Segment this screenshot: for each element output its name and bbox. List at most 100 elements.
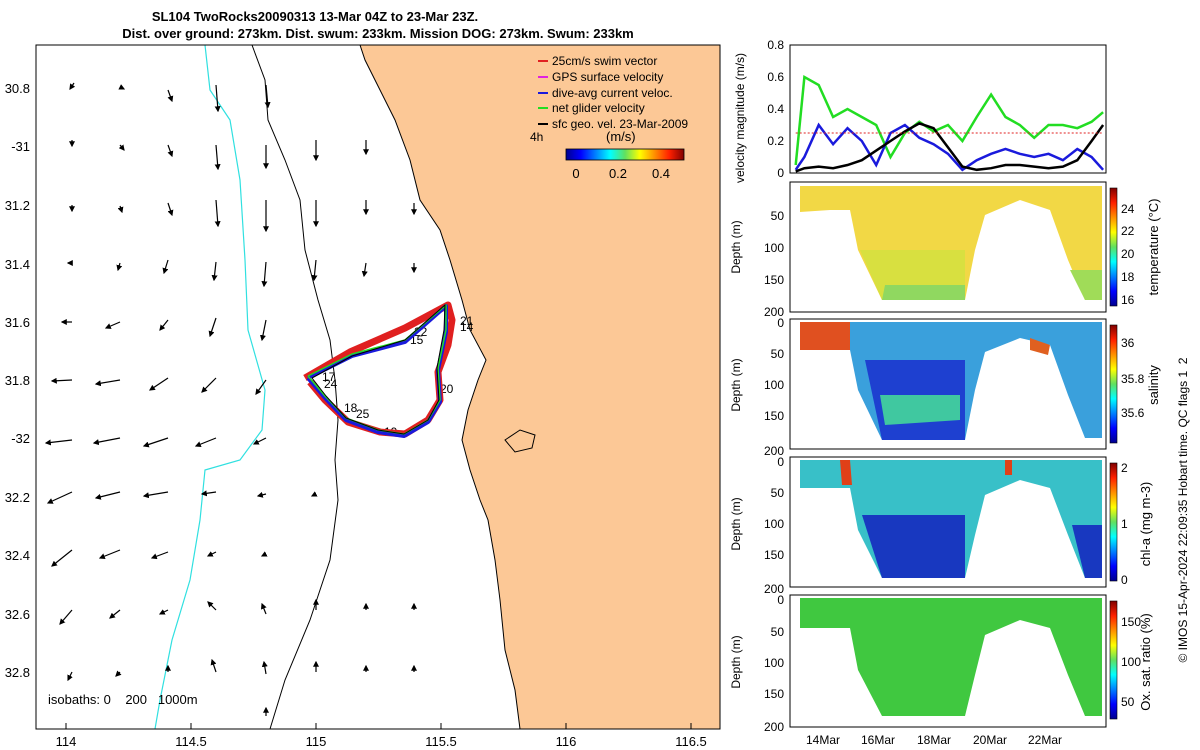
temperature-cold-bottom [882,285,965,300]
map-y-tick: -31 [11,139,30,154]
coastline [359,45,521,729]
velocity-arrow [109,609,121,619]
sal-y-tick: 0 [777,316,784,330]
chla-y-tick: 150 [764,548,784,562]
isobaths-label: isobaths: 0 200 1000m [48,692,198,707]
velocity-arrow [46,491,73,504]
ox-cbar-tick: 100 [1121,655,1141,669]
chla-y-ticks: 0 50 100 150 200 [764,455,784,596]
sal-y-tick: 100 [764,378,784,392]
velocity-ylabel: velocity magnitude (m/s) [733,53,747,183]
legend-label-net: net glider velocity [552,101,645,115]
map-y-tick: 31.4 [5,257,30,272]
temp-y-tick: 50 [771,209,785,223]
velocity-arrow [98,549,121,560]
map-x-tick: 116 [556,734,577,749]
velocity-panel: velocity magnitude (m/s) 0 0.2 0.4 0.6 0… [733,38,1107,183]
ox-cbar-tick: 50 [1121,695,1135,709]
velocity-panel-frame [789,44,1107,174]
day-label: 17 [322,370,336,384]
salinity-cbar-ticks: 36 35.8 35.6 [1121,336,1145,420]
colorbar-unit: (m/s) [606,129,636,144]
salinity-green-patch [880,395,960,425]
speed-colorbar [565,148,685,161]
oxygen-colorbar [1109,600,1118,720]
velocity-series-line [795,122,1105,173]
colorbar-tick: 0.2 [609,166,627,181]
velocity-arrow [260,551,268,557]
sal-cbar-tick: 35.6 [1121,406,1145,420]
chla-low-band [862,515,965,578]
salinity-cbar-label: salinity [1146,365,1161,405]
map-y-tick: -32 [11,431,30,446]
velocity-arrow [261,261,268,288]
colorbar-time-label: 4h [530,130,543,144]
temperature-panel: Depth (m) 50 100 150 200 24 22 20 18 16 … [729,181,1161,319]
velocity-arrow [149,377,169,391]
velocity-arrow [214,84,221,113]
day-label: 21 [460,314,474,328]
ox-y-tick: 150 [764,687,784,701]
colorbar-tick: 0.4 [652,166,670,181]
chla-cbar-tick: 0 [1121,573,1128,587]
chla-y-tick: 200 [764,582,784,596]
oxygen-ylabel: Depth (m) [729,635,743,688]
chla-cbar-tick: 1 [1121,517,1128,531]
map-y-tick: 32.4 [5,548,30,563]
day-label: 14 [460,320,474,334]
map-x-tick: 114.5 [175,734,207,749]
velocity-arrow [167,89,174,103]
map-y-tick: 32.8 [5,665,30,680]
velocity-arrow [208,317,217,338]
chla-y-tick: 100 [764,517,784,531]
velocity-arrow [261,660,268,675]
map-x-tick: 116.5 [675,734,707,749]
temperature-cold-bottom-2 [1070,270,1102,300]
sal-y-tick: 150 [764,409,784,423]
map-tick-marks [65,723,692,729]
vel-y-tick: 0.8 [767,38,784,52]
velocity-arrow [117,205,124,214]
velocity-arrow [252,437,267,445]
time-tick: 22Mar [1028,733,1062,747]
ox-y-tick: 0 [777,593,784,607]
isobath-1000 [154,45,266,729]
velocity-arrow [142,437,169,448]
salinity-high-right [1030,338,1050,355]
velocity-arrow [118,144,125,151]
temp-y-tick: 200 [764,305,784,319]
day-labels: 22 15 21 14 17 24 20 18 25 19 [322,314,474,439]
velocity-arrow [167,144,174,158]
day-label: 20 [440,382,454,396]
velocity-arrow [211,261,218,282]
map-frame [35,44,721,730]
temp-cbar-tick: 20 [1121,247,1135,261]
track-centerline [311,304,446,435]
velocity-arrow [115,670,122,677]
surface-velocity-arrows [44,82,417,716]
temp-cbar-tick: 22 [1121,224,1135,238]
legend-label-geo: sfc geo. vel. 23-Mar-2009 [552,117,688,131]
velocity-arrow [206,551,217,557]
time-tick: 18Mar [917,733,951,747]
map-y-tick: 32.2 [5,490,30,505]
velocity-arrow [260,602,267,615]
current-track [306,304,448,438]
velocity-arrow [59,609,73,625]
salinity-ylabel: Depth (m) [729,358,743,411]
velocity-arrow [361,262,368,278]
velocity-arrow [92,437,121,446]
island [504,429,536,453]
legend-label-swim: 25cm/s swim vector [552,54,657,68]
temp-cbar-tick: 24 [1121,202,1135,216]
sal-cbar-tick: 35.8 [1121,372,1145,386]
velocity-series-line [794,122,1105,172]
velocity-series-line [794,74,1104,166]
vel-y-tick: 0.4 [767,102,784,116]
ox-y-tick: 50 [771,625,785,639]
plot-title-line1: SL104 TwoRocks20090313 13-Mar 04Z to 23-… [152,9,478,24]
chla-cbar-ticks: 2 1 0 [1121,461,1128,587]
plot-title-line2: Dist. over ground: 273km. Dist. swum: 23… [122,26,634,41]
map-x-tick: 115.5 [425,734,457,749]
velocity-series [794,74,1105,173]
